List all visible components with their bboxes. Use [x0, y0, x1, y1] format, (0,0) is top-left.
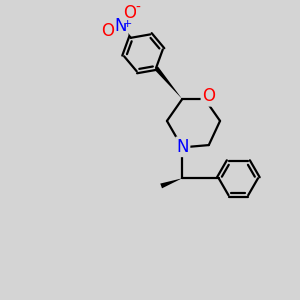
- Text: O: O: [202, 87, 215, 105]
- Polygon shape: [160, 178, 182, 188]
- Text: N: N: [176, 138, 189, 156]
- Text: O: O: [123, 4, 136, 22]
- Text: O: O: [101, 22, 114, 40]
- Text: -: -: [136, 1, 140, 15]
- Text: N: N: [115, 17, 127, 35]
- Text: +: +: [122, 19, 132, 29]
- Polygon shape: [154, 66, 182, 99]
